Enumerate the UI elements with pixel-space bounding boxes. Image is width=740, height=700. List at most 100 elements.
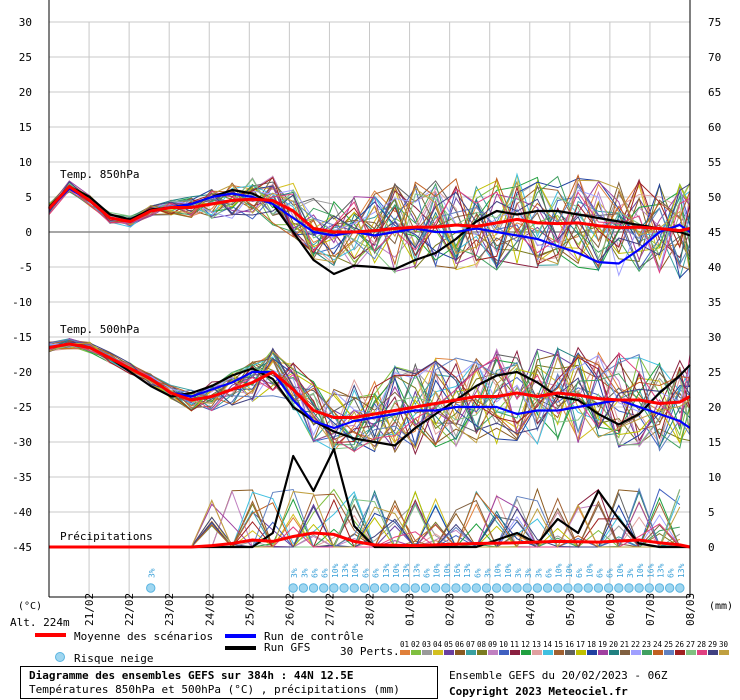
y-right-tick-label: 40 (708, 261, 721, 274)
pert-number: 29 (708, 640, 717, 649)
y-right-tick-label: 50 (708, 191, 721, 204)
snowflake-icon (146, 583, 156, 593)
snowflake-icon (380, 583, 390, 593)
pert-number: 23 (642, 640, 651, 649)
pert-number: 01 (400, 640, 409, 649)
snow-risk-percent: 10% (636, 563, 645, 578)
pert-number: 10 (499, 640, 509, 649)
t500-gfs-line (48, 342, 691, 447)
pert-swatch (664, 650, 674, 655)
snow-risk-percent: 13% (677, 563, 686, 578)
perts-label: 30 Perts. (340, 645, 400, 658)
snow-risk-marker: 13% (410, 563, 421, 593)
snow-risk-percent: 6% (422, 568, 431, 578)
pert-number: 16 (565, 640, 575, 649)
y-right-unit: (mm) (709, 601, 733, 612)
chart-legend: Moyenne des scénarios Run de contrôleRun … (35, 630, 729, 664)
y-right-tick-label: 5 (708, 506, 715, 519)
snow-risk-marker: 13% (675, 563, 686, 593)
pert-swatch (499, 650, 509, 655)
snow-risk-marker: 6% (603, 568, 615, 593)
prec-gfs-line (49, 447, 690, 549)
y-left-tick-label: -15 (12, 331, 32, 344)
pert-swatch (521, 650, 531, 655)
pert-swatch (488, 650, 498, 655)
snowflake-icon (55, 652, 65, 662)
snow-risk-percent: 10% (565, 563, 574, 578)
chart-title: Diagramme des ensembles GEFS sur 384h : … (29, 669, 354, 682)
pert-swatch (719, 650, 729, 655)
snow-risk-marker: 10% (553, 563, 564, 593)
pert-swatch (653, 650, 663, 655)
y-right-tick-label: 25 (708, 366, 721, 379)
snow-risk-marker: 10% (563, 563, 574, 593)
altitude-label: Alt. 224m (10, 616, 70, 629)
snow-risk-marker: 3% (522, 568, 533, 593)
snow-risk-percent: 10% (494, 563, 503, 578)
y-left-tick-label: 30 (19, 16, 32, 29)
pert-number: 09 (488, 640, 497, 649)
snowflake-icon (654, 583, 665, 593)
pert-swatch (620, 650, 630, 655)
snow-risk-percent: 16% (453, 563, 462, 578)
pert-swatch (477, 650, 487, 655)
legend-label-snow: Risque neige (74, 652, 153, 664)
snow-risk-percent: 3% (534, 568, 543, 578)
y-left-tick-label: -5 (19, 261, 32, 274)
snowflake-icon (430, 583, 441, 593)
pert-swatch (598, 650, 608, 655)
snowflake-icon (563, 583, 573, 593)
y-left-tick-label: -40 (12, 506, 32, 519)
x-tick-label: 05/03 (564, 593, 577, 626)
snow-risk-marker: 13% (380, 563, 391, 593)
snow-risk-percent: 3% (524, 568, 533, 578)
x-tick-label: 26/02 (283, 593, 296, 626)
y-left-tick-label: -10 (12, 296, 32, 309)
snow-risk-marker: 13% (461, 563, 472, 593)
snow-risk-percent: 10% (331, 563, 340, 578)
pert-number: 08 (477, 640, 487, 649)
pert-number: 22 (631, 640, 640, 649)
snow-risk-percent: 3% (148, 568, 157, 578)
y-left-tick-label: 20 (19, 86, 32, 99)
snow-risk-marker: 6% (664, 568, 676, 593)
x-tick-label: 03/03 (484, 593, 497, 626)
snowflake-icon (349, 583, 359, 593)
snow-risk-marker: 6% (308, 568, 320, 593)
snow-risk-marker: 10% (502, 563, 513, 593)
pert-number: 12 (521, 640, 530, 649)
pert-swatch (411, 650, 421, 655)
snowflake-icon (583, 583, 593, 593)
copyright: Copyright 2023 Meteociel.fr (449, 685, 628, 698)
x-tick-label: 25/02 (243, 593, 256, 626)
snow-risk-marker: 10% (329, 563, 340, 593)
y-right-tick-label: 75 (708, 16, 721, 29)
chart-grid (49, 21, 691, 597)
snow-risk-marker: 10% (491, 563, 503, 593)
pert-number: 05 (444, 640, 453, 649)
snow-risk-marker: 10% (634, 563, 645, 593)
snow-risk-marker: 10% (441, 563, 452, 593)
snow-risk-percent: 6% (545, 568, 554, 578)
snowflake-icon (308, 583, 319, 593)
snow-risk-percent: 10% (351, 563, 360, 578)
snow-risk-marker: 13% (339, 563, 350, 593)
snow-risk-percent: 3% (514, 568, 523, 578)
x-tick-label: 24/02 (203, 593, 216, 626)
pert-number: 30 (719, 640, 729, 649)
snowflake-icon (420, 583, 431, 593)
caption-box: Diagramme des ensembles GEFS sur 384h : … (20, 666, 438, 699)
snow-risk-marker: 6% (369, 568, 381, 593)
snow-risk-marker: 10% (430, 563, 442, 593)
x-tick-label: 23/02 (163, 593, 176, 626)
snow-risk-band: 3% 3% 3% 6% 6% 10% 13% 10% 6% 6% 13% 10% 13% 13% 6% 10%… (146, 563, 686, 593)
snowflake-icon (614, 583, 624, 593)
legend-label-mean: Moyenne des scénarios (74, 630, 213, 643)
snowflake-icon (603, 583, 614, 593)
perturbation-line (48, 179, 691, 274)
snow-risk-percent: 6% (311, 568, 320, 578)
pert-number: 18 (587, 640, 597, 649)
y-left-tick-label: -25 (12, 401, 32, 414)
y-right-tick-label: 20 (708, 401, 721, 414)
snow-risk-percent: 6% (595, 568, 604, 578)
